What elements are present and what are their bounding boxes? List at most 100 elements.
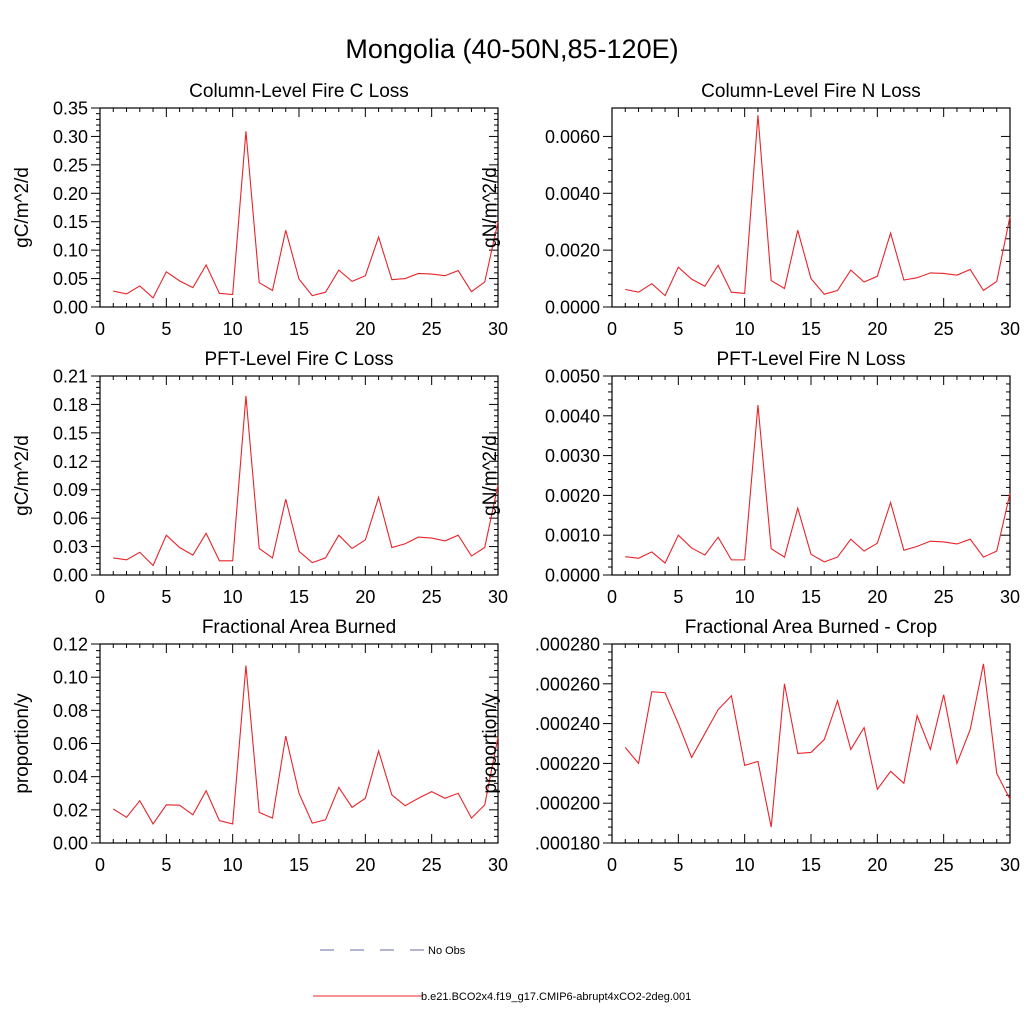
y-tick-label: 0.15 bbox=[53, 423, 88, 443]
chart-panels: Column-Level Fire C Loss gC/m^2/d 0 5 10 15 20… bbox=[12, 81, 1020, 875]
x-tick-label: 30 bbox=[488, 855, 508, 875]
x-tick-label: 10 bbox=[223, 587, 243, 607]
panel-title: Column-Level Fire C Loss bbox=[189, 81, 409, 102]
x-tick-label: 30 bbox=[488, 319, 508, 339]
y-tick-label: 0.25 bbox=[53, 155, 88, 175]
y-tick-label: 0.0000 bbox=[545, 298, 600, 318]
series-line bbox=[113, 395, 499, 567]
x-tick-label: 20 bbox=[867, 587, 887, 607]
y-tick-label: 0.35 bbox=[53, 99, 88, 119]
series-line bbox=[113, 131, 499, 299]
x-tick-label: 25 bbox=[934, 319, 954, 339]
x-tick-label: 10 bbox=[223, 855, 243, 875]
legend-label-2: b.e21.BCO2x4.f19_g17.CMIP6-abrupt4xCO2-2… bbox=[421, 991, 691, 1003]
panel-title: Column-Level Fire N Loss bbox=[701, 81, 921, 102]
y-tick-label: 0.10 bbox=[53, 241, 88, 261]
x-tick-label: 5 bbox=[161, 587, 171, 607]
y-tick-label: 0.06 bbox=[53, 509, 88, 529]
y-tick-label: 0.02 bbox=[53, 800, 88, 820]
x-tick-label: 20 bbox=[867, 319, 887, 339]
y-tick-label: 0.15 bbox=[53, 212, 88, 232]
y-tick-label: 0.00 bbox=[53, 566, 88, 586]
y-tick-label: .000200 bbox=[535, 794, 600, 814]
y-tick-label: 0.12 bbox=[53, 635, 88, 655]
legend-label-1: No Obs bbox=[428, 945, 466, 957]
series-line bbox=[624, 663, 1011, 828]
y-tick-label: 0.30 bbox=[53, 127, 88, 147]
series-line bbox=[625, 404, 1011, 564]
y-tick-label: 0.0040 bbox=[545, 184, 600, 204]
x-tick-label: 15 bbox=[289, 319, 309, 339]
figure-title: Mongolia (40-50N,85-120E) bbox=[345, 34, 678, 64]
y-axis-label: gC/m^2/d bbox=[12, 167, 33, 248]
x-tick-label: 0 bbox=[607, 587, 617, 607]
x-tick-label: 10 bbox=[735, 319, 755, 339]
y-tick-label: 0.08 bbox=[53, 701, 88, 721]
series-line bbox=[112, 665, 499, 825]
y-axis-label: gN/m^2/d bbox=[480, 435, 501, 516]
x-tick-label: 25 bbox=[422, 855, 442, 875]
x-tick-label: 20 bbox=[867, 855, 887, 875]
x-tick-label: 5 bbox=[673, 319, 683, 339]
x-tick-label: 0 bbox=[607, 319, 617, 339]
x-tick-label: 20 bbox=[355, 855, 375, 875]
y-tick-label: .000240 bbox=[535, 714, 600, 734]
chart-panel-2: Column-Level Fire N Loss gN/m^2/d 0 5 10 15 20… bbox=[480, 81, 1020, 339]
y-tick-label: 0.12 bbox=[53, 452, 88, 472]
plot-frame bbox=[611, 643, 1011, 844]
y-tick-label: 0.0060 bbox=[545, 127, 600, 147]
x-tick-label: 0 bbox=[607, 855, 617, 875]
y-tick-label: 0.21 bbox=[53, 367, 88, 387]
x-tick-label: 5 bbox=[673, 587, 683, 607]
y-tick-label: 0.04 bbox=[53, 767, 88, 787]
y-tick-label: 0.05 bbox=[53, 269, 88, 289]
y-tick-label: .000280 bbox=[535, 635, 600, 655]
x-tick-label: 10 bbox=[223, 319, 243, 339]
x-tick-label: 30 bbox=[1000, 587, 1020, 607]
panel-title: Fractional Area Burned bbox=[202, 617, 396, 638]
x-tick-label: 30 bbox=[1000, 855, 1020, 875]
y-tick-label: 0.20 bbox=[53, 184, 88, 204]
x-tick-label: 15 bbox=[801, 855, 821, 875]
chart-panel-6: Fractional Area Burned - Crop proportion/… bbox=[480, 617, 1020, 875]
x-tick-label: 25 bbox=[934, 587, 954, 607]
x-tick-label: 25 bbox=[422, 587, 442, 607]
y-tick-label: 0.06 bbox=[53, 734, 88, 754]
series-line bbox=[625, 115, 1011, 297]
chart-panel-5: Fractional Area Burned proportion/y 0 5 10 15… bbox=[12, 617, 508, 875]
x-tick-label: 15 bbox=[801, 319, 821, 339]
x-tick-label: 10 bbox=[735, 855, 755, 875]
y-tick-label: 0.0030 bbox=[545, 446, 600, 466]
x-tick-label: 15 bbox=[801, 587, 821, 607]
panel-title: PFT-Level Fire N Loss bbox=[717, 349, 906, 370]
y-tick-label: 0.18 bbox=[53, 395, 88, 415]
x-tick-label: 20 bbox=[355, 319, 375, 339]
x-tick-label: 10 bbox=[735, 587, 755, 607]
panel-title: PFT-Level Fire C Loss bbox=[205, 349, 394, 370]
x-tick-label: 15 bbox=[289, 587, 309, 607]
x-tick-label: 5 bbox=[673, 855, 683, 875]
y-axis-label: gN/m^2/d bbox=[480, 167, 501, 248]
panel-title: Fractional Area Burned - Crop bbox=[685, 617, 937, 638]
y-tick-label: 0.00 bbox=[53, 834, 88, 854]
y-tick-label: 0.0020 bbox=[545, 241, 600, 261]
y-tick-label: 0.10 bbox=[53, 668, 88, 688]
y-axis-label: gC/m^2/d bbox=[12, 435, 33, 516]
x-tick-label: 30 bbox=[488, 587, 508, 607]
plot-frame bbox=[611, 375, 1011, 576]
y-tick-label: 0.03 bbox=[53, 537, 88, 557]
y-tick-label: .000220 bbox=[535, 754, 600, 774]
y-tick-label: .000260 bbox=[535, 674, 600, 694]
x-tick-label: 0 bbox=[95, 319, 105, 339]
y-tick-label: 0.0040 bbox=[545, 406, 600, 426]
chart-panel-1: Column-Level Fire C Loss gC/m^2/d 0 5 10 15 20… bbox=[12, 81, 508, 339]
x-tick-label: 5 bbox=[161, 319, 171, 339]
x-tick-label: 25 bbox=[422, 319, 442, 339]
x-tick-label: 5 bbox=[161, 855, 171, 875]
chart-panel-3: PFT-Level Fire C Loss gC/m^2/d 0 5 10 15 20 25 3… bbox=[12, 349, 508, 607]
y-axis-label: proportion/y bbox=[12, 693, 33, 794]
plot-frame bbox=[99, 375, 499, 576]
x-tick-label: 15 bbox=[289, 855, 309, 875]
